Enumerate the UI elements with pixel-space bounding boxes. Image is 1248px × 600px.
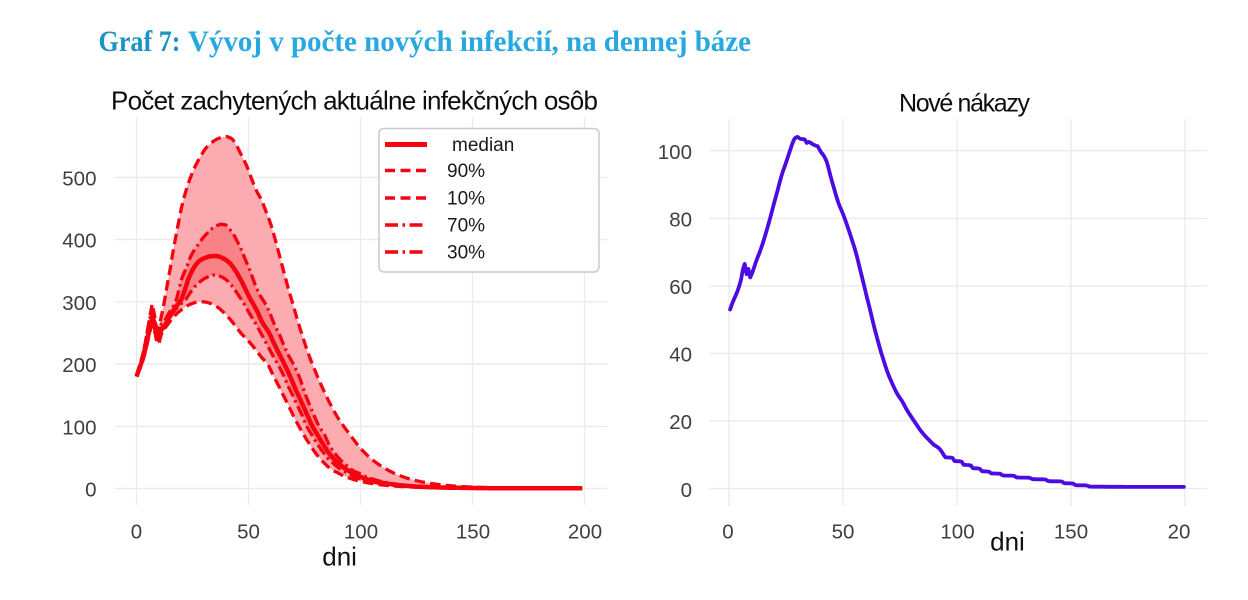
svg-text:100: 100 <box>940 521 974 544</box>
svg-text:90%: 90% <box>447 161 485 182</box>
svg-text:50: 50 <box>832 521 855 544</box>
svg-text:dni: dni <box>322 542 357 572</box>
svg-text:dni: dni <box>990 527 1025 557</box>
svg-text:0: 0 <box>681 479 692 502</box>
svg-text:80: 80 <box>669 209 692 232</box>
svg-text:150: 150 <box>456 521 490 544</box>
svg-text:150: 150 <box>1054 521 1088 544</box>
svg-text:20: 20 <box>669 411 692 434</box>
svg-text:500: 500 <box>62 168 96 191</box>
svg-text:100: 100 <box>62 417 96 440</box>
svg-text:Graf 7:: Graf 7: <box>99 25 181 58</box>
svg-text:300: 300 <box>62 292 96 315</box>
svg-text:200: 200 <box>62 354 96 377</box>
svg-text:100: 100 <box>658 141 692 164</box>
svg-text:median: median <box>452 135 514 156</box>
svg-text:Vývoj v počte nových infekcií,: Vývoj v počte nových infekcií, na dennej… <box>188 25 751 58</box>
svg-text:30%: 30% <box>447 243 485 264</box>
svg-text:70%: 70% <box>447 216 485 237</box>
svg-text:100: 100 <box>344 521 378 544</box>
svg-text:0: 0 <box>722 521 733 544</box>
svg-text:60: 60 <box>669 276 692 299</box>
svg-text:Počet zachytených aktuálne inf: Počet zachytených aktuálne infekčných os… <box>111 86 598 116</box>
svg-text:20: 20 <box>1168 521 1191 544</box>
svg-text:50: 50 <box>237 521 260 544</box>
svg-text:0: 0 <box>131 521 142 544</box>
svg-text:0: 0 <box>85 479 96 502</box>
svg-text:Nové nákazy: Nové nákazy <box>899 89 1031 117</box>
svg-text:40: 40 <box>669 344 692 367</box>
svg-text:10%: 10% <box>447 189 485 210</box>
svg-text:400: 400 <box>62 230 96 253</box>
svg-text:200: 200 <box>568 521 602 544</box>
